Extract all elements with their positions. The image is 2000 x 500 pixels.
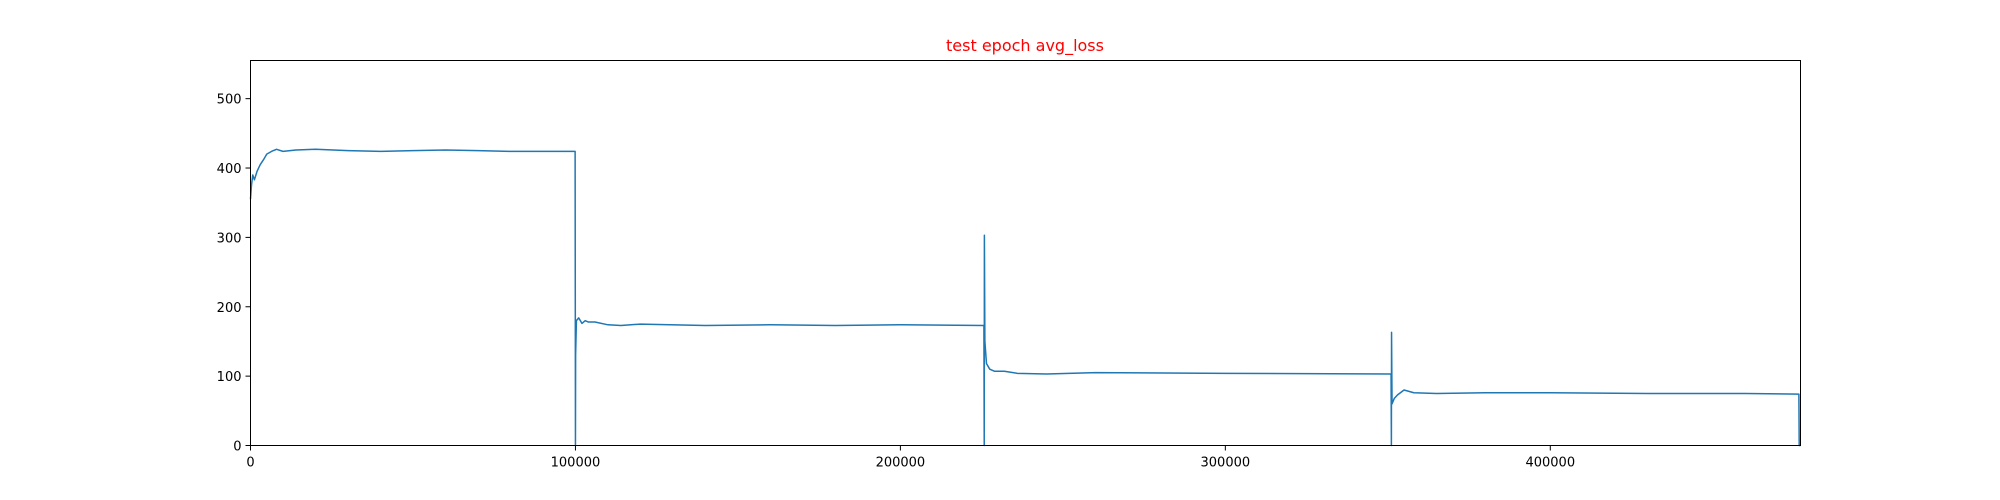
y-tick-label: 200 <box>217 301 242 316</box>
x-tick-label: 300000 <box>1201 456 1251 471</box>
plot-frame <box>250 60 1801 446</box>
x-tick-label: 200000 <box>876 456 926 471</box>
x-tick-label: 0 <box>246 456 254 471</box>
series-line-0 <box>249 148 1801 447</box>
y-tick-label: 400 <box>217 162 242 177</box>
y-tick-label: 500 <box>217 93 242 108</box>
series-layer <box>249 148 1801 447</box>
chart-title: test epoch avg_loss <box>946 36 1104 56</box>
x-tick-label: 100000 <box>551 456 601 471</box>
y-tick-label: 0 <box>233 440 241 455</box>
x-tick-label: 400000 <box>1525 456 1575 471</box>
y-tick-label: 100 <box>217 370 242 385</box>
axes-layer: 0 100000 200000 300000 400000 0 100 200 300 400 50… <box>217 93 1575 471</box>
y-tick-label: 300 <box>217 231 242 246</box>
